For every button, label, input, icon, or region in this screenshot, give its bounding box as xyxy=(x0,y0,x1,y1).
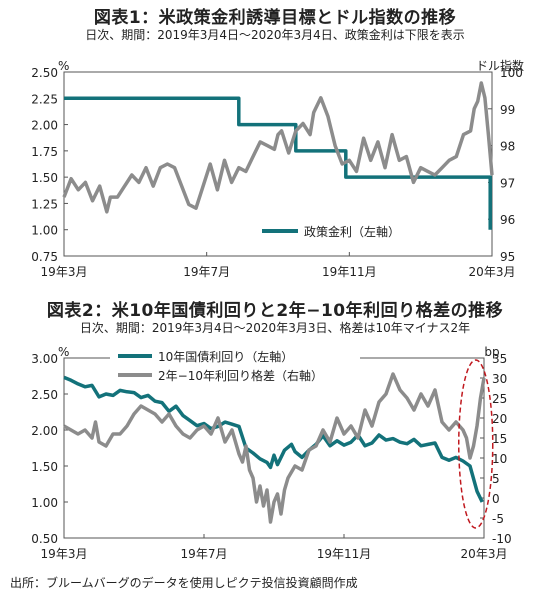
chart2-series-1-line xyxy=(63,372,486,524)
chart2-right-tick-label: 0 xyxy=(492,492,500,506)
chart1-left-tick-label: 1.25 xyxy=(31,197,58,211)
chart2-right-tick-label: 10 xyxy=(492,452,507,466)
chart2-x-tick-label: 20年3月 xyxy=(461,547,508,561)
chart2-left-tick-label: 1.00 xyxy=(31,496,58,510)
chart2-left-tick-label: 0.50 xyxy=(31,532,58,546)
chart1-right-tick-label: 99 xyxy=(500,103,515,117)
chart1-right-tick-label: 95 xyxy=(500,250,515,264)
chart2-right-tick-label: 25 xyxy=(492,392,507,406)
chart1-left-tick-label: 1.75 xyxy=(31,145,58,159)
chart2-left-tick-label: 2.50 xyxy=(31,388,58,402)
chart2-left-tick-label: 3.00 xyxy=(31,352,58,366)
chart2-right-tick-label: 30 xyxy=(492,372,507,386)
chart1-right-tick-label: 96 xyxy=(500,213,515,227)
chart2-x-tick-label: 19年3月 xyxy=(41,547,88,561)
chart2-left-unit: % xyxy=(58,345,69,359)
chart2-left-tick-label: 2.00 xyxy=(31,424,58,438)
chart1-right-tick-label: 97 xyxy=(500,176,515,190)
chart1-right-tick-label: 98 xyxy=(500,140,515,154)
chart2-highlight-ellipse xyxy=(458,359,494,529)
chart1-x-tick-label: 20年3月 xyxy=(469,265,516,279)
chart2: 3.00 2.50 2.00 1.50 1.00 0.50 35 30 25 20 15 10 5 0 -5… xyxy=(31,345,512,561)
source-note: 出所：ブルームバーグのデータを使用しピクテ投信投資顧問作成 xyxy=(10,576,358,590)
chart2-right-tick-label: -10 xyxy=(492,532,512,546)
chart1-right-unit: ドル指数 xyxy=(476,58,524,73)
chart1-x-tick-label: 19年7月 xyxy=(183,265,230,279)
chart1-title: 図表1：米政策金利誘導目標とドル指数の推移 xyxy=(93,8,457,28)
chart1-left-tick-label: 1.50 xyxy=(31,171,58,185)
chart1-left-tick-label: 0.75 xyxy=(31,250,58,264)
chart1-left-tick-label: 2.25 xyxy=(31,92,58,106)
chart1: 2.50 2.25 2.00 1.75 1.50 1.25 1.00 0.75 100 99 98 9… xyxy=(31,58,524,279)
chart2-left-tick-label: 1.50 xyxy=(31,460,58,474)
chart1-left-unit: % xyxy=(58,59,69,73)
chart2-right-tick-label: 15 xyxy=(492,432,507,446)
chart1-x-tick-label: 19年11月 xyxy=(322,265,377,279)
chart1-subtitle: 日次、期間：2019年3月4日～2020年3月4日、政策金利は下限を表示 xyxy=(85,28,465,42)
chart1-series-0-line xyxy=(64,96,492,230)
chart2-x-tick-label: 19年7月 xyxy=(181,547,228,561)
chart2-right-unit: bp xyxy=(484,345,499,359)
chart2-x-tick-label: 19年11月 xyxy=(317,547,372,561)
chart1-x-tick-label: 19年3月 xyxy=(41,265,88,279)
chart1-right-tick-label: 100 xyxy=(500,66,523,80)
chart1-series-1-line xyxy=(62,81,494,214)
chart1-left-tick-label: 2.50 xyxy=(31,66,58,80)
chart2-right-tick-label: -5 xyxy=(492,512,504,526)
chart2-legend-label-spread: 2年−10年利回り格差（右軸） xyxy=(158,368,323,383)
chart2-right-tick-label: 20 xyxy=(492,412,507,426)
chart1-left-tick-label: 2.00 xyxy=(31,119,58,133)
chart2-title: 図表2：米10年国債利回りと2年−10年利回り格差の推移 xyxy=(46,301,504,321)
chart1-legend-label-policy-rate: 政策金利（左軸） xyxy=(304,224,400,239)
chart2-legend-label-10y-yield: 10年国債利回り（左軸） xyxy=(158,349,293,364)
chart1-left-tick-label: 1.00 xyxy=(31,224,58,238)
chart2-right-tick-label: 5 xyxy=(492,472,500,486)
chart2-subtitle: 日次、期間：2019年3月4日～2020年3月3日、格差は10年マイナス2年 xyxy=(79,321,471,335)
chart2-series-0-line xyxy=(63,375,484,503)
chart2-right-tick-label: 35 xyxy=(492,352,507,366)
